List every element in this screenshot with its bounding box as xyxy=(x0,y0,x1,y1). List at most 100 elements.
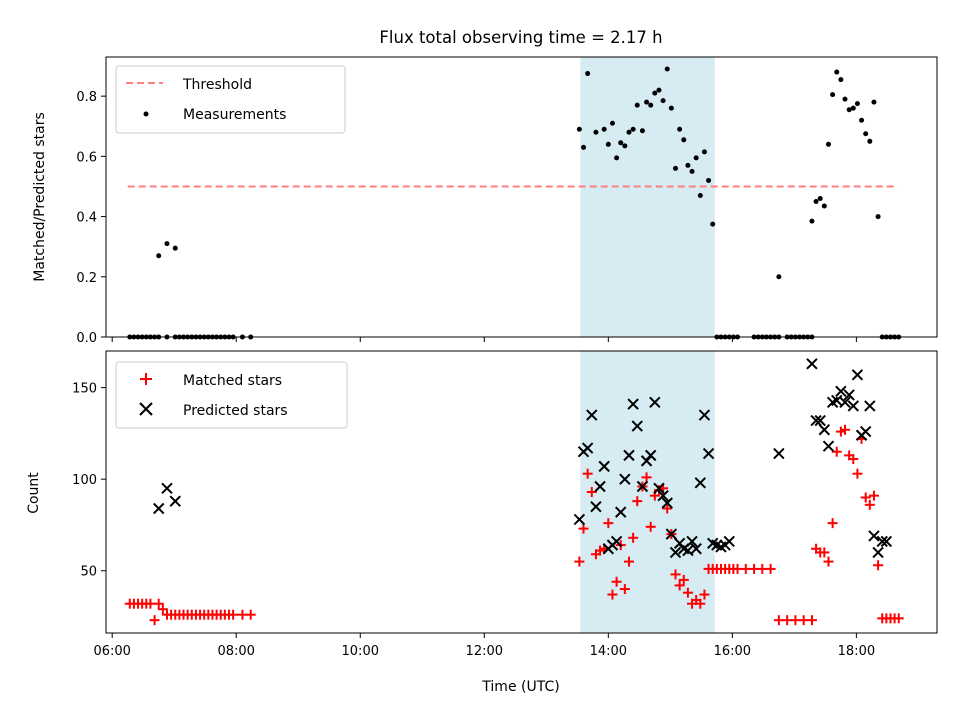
measurement-point xyxy=(813,199,819,205)
matched-star-point xyxy=(603,518,614,529)
predicted-star-point xyxy=(864,400,876,412)
bottom-legend: Matched stars Predicted stars xyxy=(115,361,348,429)
measurement-point xyxy=(809,218,815,224)
predicted-star-point xyxy=(698,409,711,421)
measurement-point xyxy=(871,99,877,105)
predicted-star-point xyxy=(723,535,735,548)
measurement-point xyxy=(817,196,823,202)
matched-star-point xyxy=(831,446,842,457)
measurement-point xyxy=(834,69,840,75)
matched-star-point xyxy=(149,615,160,626)
bottom-y-axis-label: Count xyxy=(26,472,42,514)
predicted-star-point xyxy=(880,535,893,548)
predicted-star-point xyxy=(694,477,707,489)
measurement-point xyxy=(830,92,836,98)
top-y-ticks: 0.0 0.2 0.4 0.6 0.8 xyxy=(76,90,106,346)
measurement-point xyxy=(668,105,674,111)
measurement-point xyxy=(875,214,881,220)
bottom-legend-box xyxy=(115,361,348,429)
matched-star-point xyxy=(695,598,706,609)
predicted-star-point xyxy=(847,400,859,412)
bottom-y-tick-label: 50 xyxy=(80,565,97,580)
measurement-point xyxy=(639,128,645,134)
measurement-point xyxy=(842,96,848,102)
top-panel: 0.00.20.40.60.8 Matched/Predicted stars … xyxy=(32,56,938,346)
predicted-star-point xyxy=(773,447,785,460)
matched-star-point xyxy=(245,609,256,620)
x-tick-label: 18:00 xyxy=(838,644,875,659)
measurements-legend-label: Measurements xyxy=(183,107,286,123)
top-y-axis-label: Matched/Predicted stars xyxy=(32,112,48,282)
predicted-star-point xyxy=(669,546,682,559)
x-tick-label: 08:00 xyxy=(217,644,254,659)
measurement-point xyxy=(605,141,611,147)
measurement-point xyxy=(859,117,865,123)
x-tick-label: 10:00 xyxy=(342,644,379,659)
predicted-star-point xyxy=(649,396,661,408)
bottom-highlight-span xyxy=(580,351,715,633)
measurement-point xyxy=(644,99,650,105)
measurement-point xyxy=(626,129,632,135)
measurement-point xyxy=(710,221,716,227)
top-x-ticks xyxy=(111,337,857,342)
matched-star-point xyxy=(674,580,685,591)
matched-star-point xyxy=(682,587,693,598)
matched-star-point xyxy=(623,556,634,567)
matched-star-point xyxy=(662,503,673,514)
predicted-star-point xyxy=(839,396,851,408)
chart-title: Flux total observing time = 2.17 h xyxy=(379,28,662,47)
measurement-point xyxy=(701,149,707,155)
matched-stars-points xyxy=(124,424,904,626)
measurement-point xyxy=(648,102,654,108)
predicted-legend-label: Predicted stars xyxy=(183,403,288,419)
matched-star-point xyxy=(582,468,593,479)
threshold-legend-label: Threshold xyxy=(182,77,252,93)
matched-star-point xyxy=(619,584,630,595)
measurement-point xyxy=(821,203,827,209)
predicted-star-point xyxy=(644,449,657,462)
predicted-star-point xyxy=(859,425,872,438)
matched-star-point xyxy=(586,487,597,497)
predicted-star-point xyxy=(631,420,643,432)
matched-star-point xyxy=(860,492,871,503)
measurement-point xyxy=(585,71,591,77)
predicted-star-point xyxy=(653,482,665,495)
predicted-stars-points xyxy=(153,358,893,559)
measurement-point xyxy=(614,155,620,161)
measurement-point xyxy=(618,140,624,146)
measurement-point xyxy=(867,138,873,144)
measurement-point xyxy=(685,162,691,168)
top-y-tick-label: 0.8 xyxy=(76,90,97,105)
predicted-star-point xyxy=(702,447,715,460)
measurement-point xyxy=(673,165,679,171)
matched-star-point xyxy=(645,521,656,532)
matched-star-point xyxy=(157,604,168,615)
matched-star-point xyxy=(228,609,239,620)
matched-legend-swatch xyxy=(140,373,152,385)
matched-star-point xyxy=(699,589,710,600)
matched-legend-label: Matched stars xyxy=(183,373,282,389)
predicted-star-point xyxy=(590,500,602,513)
predicted-star-point xyxy=(627,398,639,410)
measurement-point xyxy=(706,177,712,183)
measurements-legend-swatch xyxy=(143,111,149,117)
top-y-tick-label: 0.2 xyxy=(76,271,97,286)
measurement-point xyxy=(622,143,628,149)
bottom-y-ticks: 50 100 150 xyxy=(72,382,106,580)
top-axes-frame xyxy=(105,56,938,338)
matched-star-point xyxy=(823,556,834,567)
matched-star-point xyxy=(893,613,904,624)
predicted-star-point xyxy=(851,369,864,381)
matched-star-point xyxy=(765,563,776,574)
predicted-star-point xyxy=(586,409,598,421)
predicted-star-point xyxy=(623,449,635,462)
predicted-star-point xyxy=(822,440,835,452)
measurement-point xyxy=(156,253,162,259)
measurement-point xyxy=(689,168,695,174)
matched-star-point xyxy=(611,576,622,587)
predicted-star-point xyxy=(843,389,855,401)
measurement-point xyxy=(697,192,703,198)
measurement-point xyxy=(609,120,615,126)
predicted-star-point xyxy=(657,489,669,502)
